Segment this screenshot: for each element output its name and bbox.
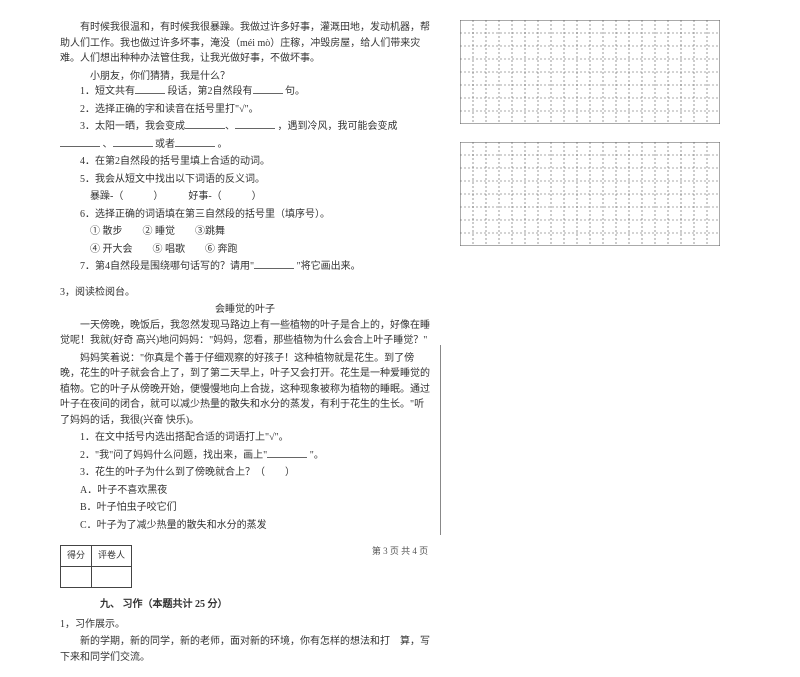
p2-q3a: A．叶子不喜欢黑夜 <box>60 483 430 499</box>
q1-a: 1．短文共有 <box>80 86 135 97</box>
column-divider <box>440 345 441 535</box>
p1-q3-line2: 、 或者 。 <box>60 137 430 153</box>
p2-q2: 2．"我"问了妈妈什么问题，找出来，画上" "。 <box>60 448 430 464</box>
q7-a: 7．第4自然段是围绕哪句话写的？请用" <box>80 261 254 272</box>
writing-grid-2 <box>460 142 720 246</box>
section9-title: 九、 习作（本题共计 25 分） <box>60 597 430 613</box>
p2-q2-b: "。 <box>310 450 324 461</box>
p2-q2-a: 2．"我"问了妈妈什么问题，找出来，画上" <box>80 450 267 461</box>
p2-q3c: C．叶子为了减少热量的散失和水分的蒸发 <box>60 518 430 534</box>
q1-b: 段话，第2自然段有 <box>168 86 253 97</box>
writing-grid-1 <box>460 20 720 124</box>
p1-q6-opts-a: ① 散步 ② 睡觉 ③跳舞 <box>60 224 430 240</box>
q3-a: 3．太阳一晒，我会变成 <box>80 121 185 132</box>
p2-q1: 1．在文中括号内选出搭配合适的词语打上"√"。 <box>60 430 430 446</box>
q3-d: 或者 <box>155 139 175 150</box>
page-footer: 第 3 页 共 4 页 <box>0 544 800 557</box>
passage2-p2: 妈妈笑着说："你真是个善于仔细观察的好孩子！这种植物就是花生。到了傍晚，花生的叶… <box>60 351 430 429</box>
p1-q4: 4．在第2自然段的括号里填上合适的动词。 <box>60 154 430 170</box>
q3-e: 。 <box>218 139 228 150</box>
writing-head: 1，习作展示。 <box>60 617 430 633</box>
left-column: 有时候我很温和，有时候我很暴躁。我做过许多好事，灌溉田地，发动机器，帮助人们工作… <box>60 20 430 667</box>
p1-q6: 6．选择正确的词语填在第三自然段的括号里（填序号）。 <box>60 207 430 223</box>
p2-q3b: B．叶子怕虫子咬它们 <box>60 500 430 516</box>
q3-b: ，遇到冷风，我可能会变成 <box>278 121 398 132</box>
p1-q5: 5．我会从短文中找出以下词语的反义词。 <box>60 172 430 188</box>
p1-q5-terms: 暴躁-（ ） 好事-（ ） <box>60 189 430 205</box>
p1-q6-opts-b: ④ 开大会 ⑤ 唱歌 ⑥ 奔跑 <box>60 242 430 258</box>
item3-head: 3，阅读检阅台。 <box>60 285 430 301</box>
q3-c: 、 <box>103 139 113 150</box>
passage2-p1: 一天傍晚，晚饭后，我忽然发现马路边上有一些植物的叶子是合上的，好像在睡觉呢！我就… <box>60 318 430 349</box>
writing-prompt: 新的学期，新的同学，新的老师，面对新的环境，你有怎样的想法和打 算，写下来和同学… <box>60 634 430 665</box>
q7-b: "将它画出来。 <box>297 261 361 272</box>
q1-c: 句。 <box>285 86 305 97</box>
p1-q1: 1．短文共有 段话，第2自然段有 句。 <box>60 84 430 100</box>
p2-q3: 3．花生的叶子为什么到了傍晚就合上？（ ） <box>60 465 430 481</box>
p1-q7: 7．第4自然段是围绕哪句话写的？请用" "将它画出来。 <box>60 259 430 275</box>
passage1-p2: 小朋友，你们猜猜，我是什么？ <box>60 69 430 85</box>
p1-q3: 3．太阳一晒，我会变成、 ，遇到冷风，我可能会变成 <box>60 119 430 135</box>
p1-q2: 2．选择正确的字和读音在括号里打"√"。 <box>60 102 430 118</box>
passage2-title: 会睡觉的叶子 <box>60 302 430 318</box>
right-column <box>460 20 720 667</box>
passage1-p1: 有时候我很温和，有时候我很暴躁。我做过许多好事，灌溉田地，发动机器，帮助人们工作… <box>60 20 430 67</box>
